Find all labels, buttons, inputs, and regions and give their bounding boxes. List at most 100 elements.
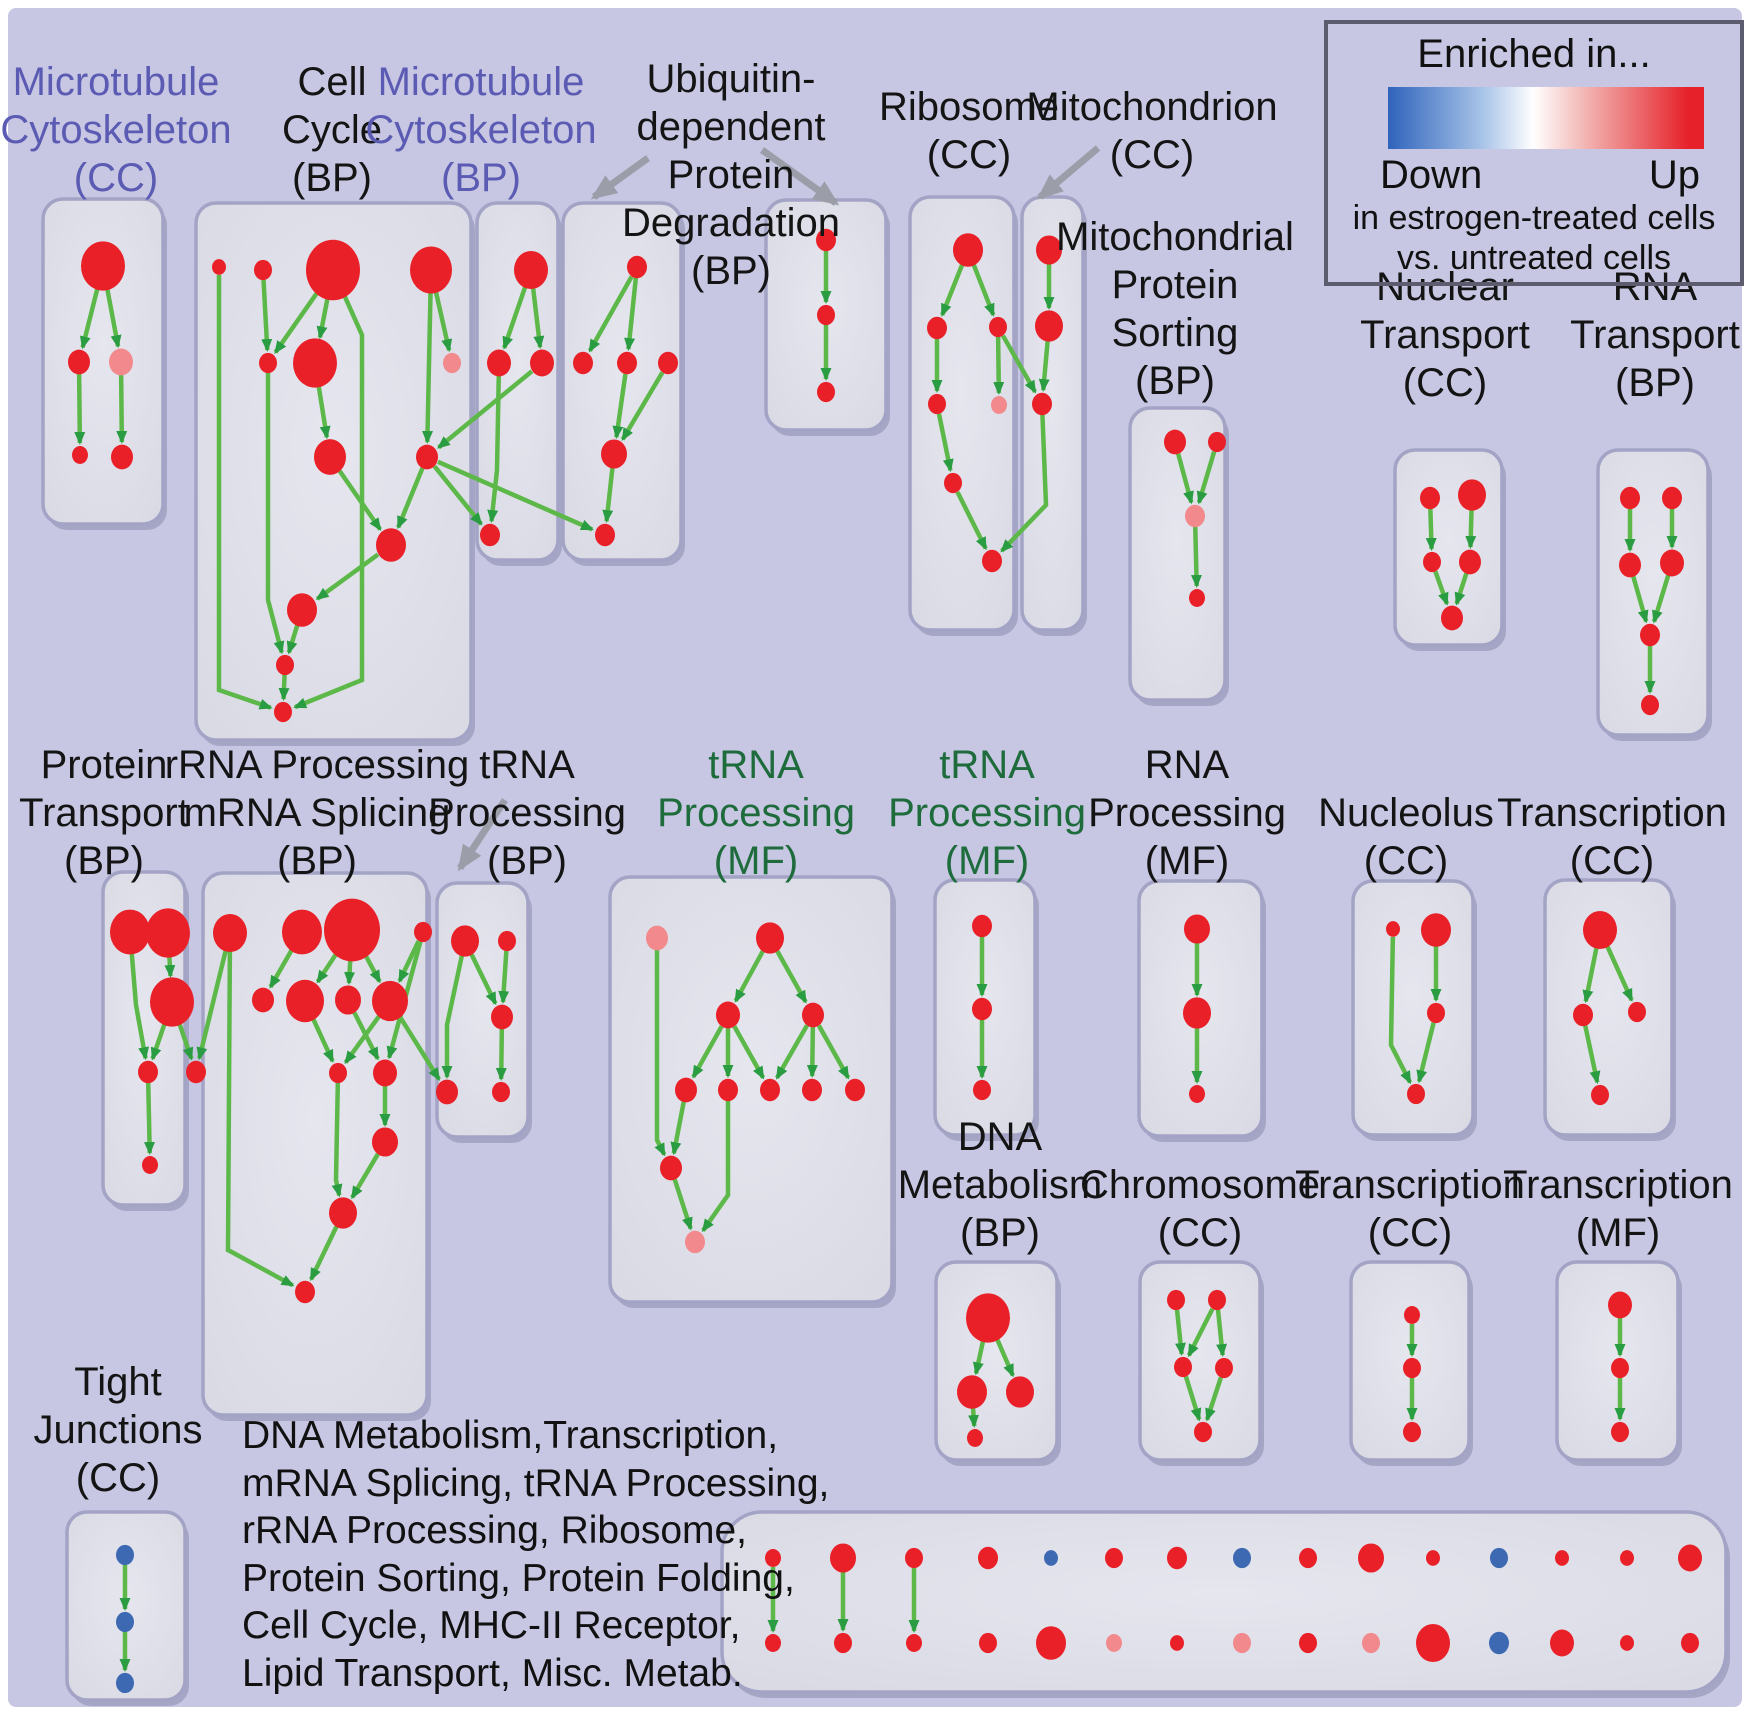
node-rr11 — [372, 1127, 398, 1157]
node-tc1 — [1583, 910, 1617, 950]
edge-nt2-nt4 — [1465, 509, 1477, 550]
legend-subtitle-1: in estrogen-treated cells — [1352, 199, 1716, 237]
cluster-label-line: (CC) — [74, 156, 158, 200]
edge-rr12-rr13 — [309, 1225, 339, 1282]
node-uq1 — [816, 228, 836, 252]
node-pt2 — [146, 908, 190, 958]
node-t33 — [1611, 1421, 1629, 1443]
cluster-box-wide — [720, 1510, 1728, 1694]
edge-ub6-ub5 — [602, 467, 615, 524]
node-dm4 — [967, 1429, 983, 1447]
edge-cc10-cc11 — [315, 552, 380, 601]
node-w7t — [1167, 1546, 1187, 1570]
node-st1 — [1164, 429, 1186, 455]
node-rr3 — [324, 898, 380, 962]
node-tm8 — [802, 1078, 822, 1102]
edge-ch4-ch5 — [1204, 1376, 1224, 1422]
edge-rr8-tb4 — [398, 1015, 441, 1081]
cluster-label-line: Ribosome — [879, 85, 1059, 129]
cluster-label-line: Mitochondrion — [1026, 85, 1277, 129]
cluster-label-line: RNA — [1613, 265, 1698, 309]
misc-line: Cell Cycle, MHC-II Receptor, — [242, 1604, 741, 1647]
cluster-label-nuclear-transport: Nuclear Transport (CC) — [1360, 265, 1530, 405]
node-cc1 — [212, 259, 226, 275]
cluster-label-line: (BP) — [691, 249, 771, 293]
cluster-label-ribosome: Ribosome (CC) — [879, 85, 1059, 177]
node-st4 — [1189, 589, 1205, 607]
cluster-label-line: (CC) — [1570, 839, 1654, 883]
node-nt5 — [1441, 605, 1463, 631]
node-rr6 — [286, 979, 324, 1023]
node-pt5 — [186, 1060, 206, 1084]
node-ub5 — [595, 523, 615, 547]
cluster-label-line: (BP) — [64, 839, 144, 883]
edge-pt3-pt4 — [150, 1023, 167, 1061]
node-w14t — [1620, 1550, 1634, 1566]
cluster-label-line: (MF) — [714, 839, 798, 883]
node-nt3 — [1423, 551, 1441, 573]
node-tn2 — [972, 997, 992, 1021]
misc-line: rRNA Processing, Ribosome, — [242, 1509, 748, 1552]
cluster-label-line: Processing — [428, 791, 626, 835]
node-cc10 — [376, 528, 406, 562]
edge-a3-a5 — [116, 374, 128, 445]
edge-rb4-rb6 — [936, 413, 954, 473]
callout-arrow-to-ubq1 — [590, 155, 651, 200]
node-rt6 — [1641, 694, 1659, 716]
cluster-label-line: (CC) — [76, 1456, 160, 1500]
node-cc4 — [410, 246, 452, 294]
cluster-label-line: (MF) — [945, 839, 1029, 883]
node-w11t — [1426, 1550, 1440, 1566]
cluster-label-line: Protein — [1112, 263, 1239, 307]
node-cc8 — [314, 439, 346, 475]
node-rt5 — [1640, 623, 1660, 647]
cluster-label-line: tRNA — [708, 743, 804, 787]
callout-arrow-to-trnabp — [457, 798, 508, 872]
cluster-label-line: Cytoskeleton — [0, 108, 231, 152]
legend-subtitle-2: vs. untreated cells — [1396, 239, 1672, 277]
node-tm11 — [685, 1230, 705, 1254]
edge-tm6-tm11 — [701, 1101, 731, 1233]
node-nl1 — [1386, 921, 1400, 937]
cluster-label-ubiquitin: Ubiquitin-dependent Protein Degradation (BP… — [622, 57, 840, 293]
cluster-box-rnatrans — [1596, 448, 1710, 737]
node-cc9 — [416, 444, 438, 470]
cluster-box-transcc1 — [1543, 878, 1674, 1137]
node-tc2 — [1573, 1003, 1593, 1027]
edge-tb1-tb4 — [441, 955, 465, 1079]
cluster-label-rna-transport: RNA Transport (BP) — [1570, 265, 1740, 405]
edge-rb3-rb5 — [993, 336, 1005, 396]
node-nl4 — [1407, 1083, 1425, 1105]
node-cc5 — [259, 352, 277, 374]
edge-tm4-tm8 — [806, 1026, 818, 1079]
cluster-label-line: Cytoskeleton — [365, 108, 596, 152]
edge-rr8-rr9 — [343, 1015, 381, 1065]
edge-cc3-cc5 — [273, 291, 319, 354]
cluster-label-rna-processing-mf: RNA Processing (MF) — [1088, 743, 1286, 883]
node-w4b — [979, 1632, 997, 1654]
node-nl3 — [1427, 1002, 1445, 1024]
node-pt3 — [150, 977, 194, 1027]
edge-ch1-ch3 — [1174, 1309, 1186, 1357]
node-tm1 — [646, 925, 668, 951]
cluster-label-chromosome: Chromosome (CC) — [1080, 1163, 1320, 1255]
cluster-label-line: Transport — [1360, 313, 1530, 357]
cluster-label-mito-sorting: Mitochondrial Protein Sorting (BP) — [1056, 215, 1294, 403]
edge-cc11-cc12 — [286, 624, 300, 655]
cluster-label-line: Transcription — [1497, 791, 1727, 835]
edge-pt4-pt6 — [144, 1082, 156, 1156]
node-rr12 — [329, 1197, 357, 1229]
cluster-label-microtubule-cc: Microtubule Cytoskeleton (CC) — [0, 60, 231, 200]
node-rb5 — [991, 396, 1007, 414]
misc-line: Protein Sorting, Protein Folding, — [242, 1556, 795, 1600]
misc-line: mRNA Splicing, tRNA Processing, — [242, 1461, 830, 1505]
node-tb3 — [491, 1004, 513, 1030]
edge-rb1-rb2 — [940, 264, 965, 317]
node-rb4 — [928, 393, 946, 415]
node-rm3 — [1189, 1085, 1205, 1103]
edge-mb3-cc9 — [437, 369, 534, 450]
node-w9t — [1299, 1547, 1317, 1569]
node-tm6 — [718, 1078, 738, 1102]
node-cc11 — [287, 593, 317, 627]
